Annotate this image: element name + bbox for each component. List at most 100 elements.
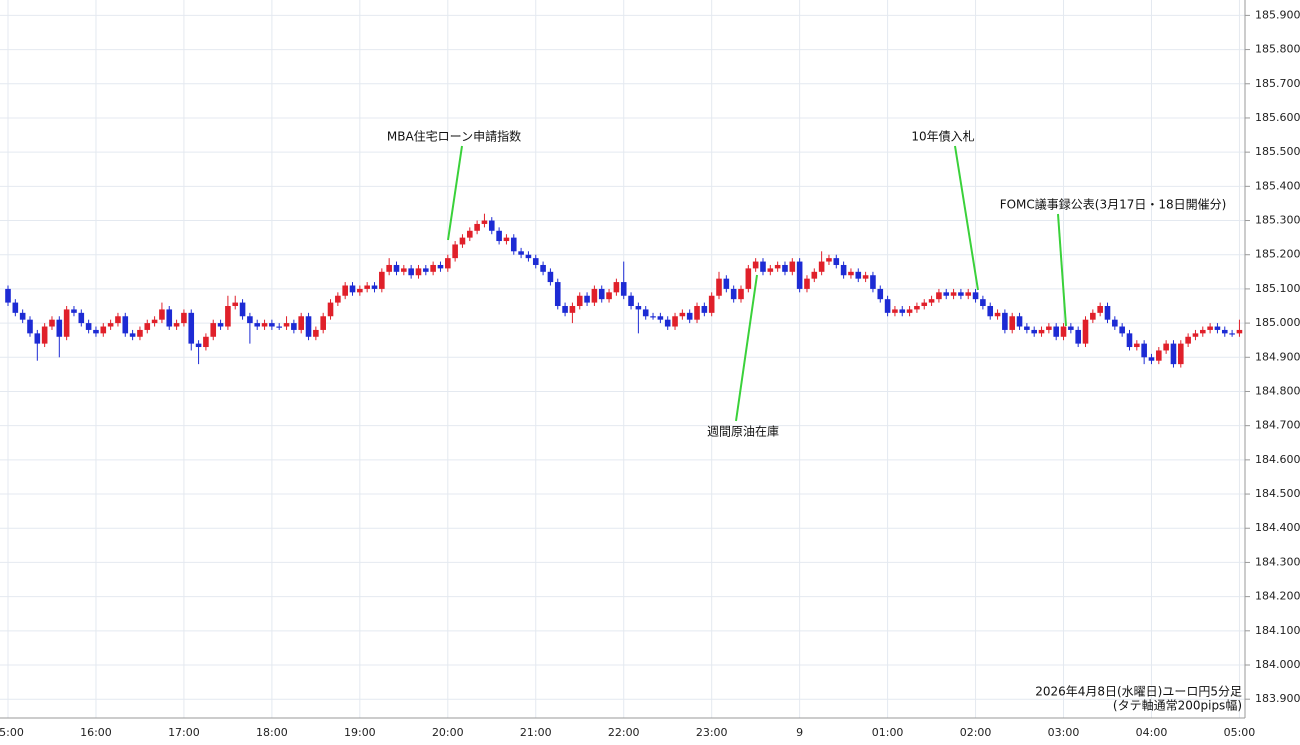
candle-body bbox=[1097, 306, 1103, 313]
candle-body bbox=[386, 264, 392, 272]
candle-body bbox=[1185, 336, 1191, 344]
annotation-leader bbox=[735, 274, 758, 422]
candle-body bbox=[1141, 343, 1147, 358]
candle-body bbox=[980, 299, 986, 307]
y-tick-label: 184.300 bbox=[1255, 555, 1300, 568]
candle-body bbox=[41, 326, 48, 344]
candle-body bbox=[488, 220, 495, 231]
candle-body bbox=[745, 268, 752, 289]
candle-body bbox=[906, 309, 913, 313]
candle-body bbox=[620, 282, 627, 296]
candle-body bbox=[1024, 326, 1030, 330]
candle-body bbox=[364, 285, 370, 289]
candle-body bbox=[1192, 333, 1199, 337]
candles bbox=[5, 213, 1243, 368]
y-tick-label: 184.500 bbox=[1255, 487, 1300, 500]
x-tick-label: 21:00 bbox=[520, 726, 552, 739]
candle-body bbox=[415, 268, 422, 276]
candle-body bbox=[115, 316, 121, 324]
candle-body bbox=[159, 309, 165, 320]
annotation-leader bbox=[1057, 213, 1067, 327]
candle-body bbox=[1207, 326, 1213, 330]
candle-body bbox=[1178, 343, 1184, 365]
candle-body bbox=[1009, 316, 1016, 330]
candle-body bbox=[591, 288, 598, 303]
y-tick-label: 184.600 bbox=[1255, 453, 1300, 466]
candle-body bbox=[181, 312, 187, 324]
candle-body bbox=[225, 306, 231, 327]
annotation-leader bbox=[954, 145, 979, 291]
candle-body bbox=[1082, 319, 1089, 344]
candle-body bbox=[782, 264, 788, 272]
candle-body bbox=[518, 251, 524, 255]
y-tick-label: 185.800 bbox=[1255, 43, 1300, 56]
candle-body bbox=[958, 292, 964, 296]
candle-body bbox=[862, 275, 869, 279]
candle-body bbox=[27, 319, 33, 334]
candle-body bbox=[833, 258, 840, 265]
candle-body bbox=[723, 278, 730, 289]
candle-body bbox=[701, 306, 708, 313]
candle-body bbox=[664, 319, 671, 327]
candle-body bbox=[877, 288, 884, 300]
candle-body bbox=[965, 292, 972, 296]
candle-body bbox=[474, 223, 480, 231]
y-tick-label: 185.300 bbox=[1255, 214, 1300, 227]
candle-body bbox=[496, 230, 502, 242]
candle-body bbox=[1031, 329, 1037, 334]
candle-body bbox=[811, 271, 818, 279]
candle-body bbox=[635, 306, 642, 310]
candle-body bbox=[1119, 326, 1125, 334]
candle-body bbox=[203, 336, 209, 348]
candle-body bbox=[19, 312, 26, 320]
candle-body bbox=[987, 306, 994, 317]
x-tick-label: 16:00 bbox=[80, 726, 112, 739]
candle-body bbox=[826, 258, 832, 262]
candle-body bbox=[943, 292, 950, 296]
candle-body bbox=[291, 323, 297, 330]
candle-body bbox=[584, 295, 590, 303]
candle-body bbox=[239, 302, 246, 317]
candle-body bbox=[137, 329, 143, 337]
candle-body bbox=[254, 323, 261, 327]
candle-body bbox=[576, 295, 583, 307]
candle-body bbox=[532, 258, 539, 265]
x-tick-label: 9 bbox=[796, 726, 803, 739]
candle-body bbox=[928, 299, 935, 303]
candle-body bbox=[423, 268, 429, 272]
candle-body bbox=[107, 323, 114, 327]
candle-body bbox=[848, 271, 854, 276]
y-tick-label: 185.200 bbox=[1255, 248, 1300, 261]
candle-body bbox=[261, 323, 268, 327]
candle-body bbox=[730, 288, 737, 300]
candle-body bbox=[672, 316, 678, 327]
candle-body bbox=[1236, 329, 1243, 334]
y-tick-label: 184.200 bbox=[1255, 590, 1300, 603]
candle-body bbox=[393, 264, 400, 272]
candle-body bbox=[430, 264, 436, 272]
y-tick-label: 184.100 bbox=[1255, 624, 1300, 637]
y-tick-label: 185.700 bbox=[1255, 77, 1300, 90]
candle-body bbox=[144, 323, 151, 330]
candle-body bbox=[1090, 312, 1096, 320]
candle-body bbox=[1163, 343, 1169, 351]
candle-body bbox=[466, 230, 473, 238]
candle-body bbox=[49, 319, 55, 327]
candle-body bbox=[855, 271, 862, 279]
candle-body bbox=[1060, 326, 1067, 337]
candle-body bbox=[840, 264, 847, 276]
y-tick-label: 184.000 bbox=[1255, 658, 1300, 671]
candle-body bbox=[1046, 326, 1052, 330]
candle-body bbox=[276, 326, 283, 328]
candle-body bbox=[503, 237, 510, 242]
candle-body bbox=[716, 278, 722, 296]
candle-body bbox=[525, 254, 532, 259]
candle-body bbox=[122, 316, 129, 334]
candle-body bbox=[569, 306, 576, 313]
candle-body bbox=[738, 288, 744, 300]
annotation: 10年債入札 bbox=[911, 129, 974, 144]
y-tick-label: 185.500 bbox=[1255, 145, 1300, 158]
candle-body bbox=[100, 326, 107, 334]
candle-body bbox=[606, 292, 612, 300]
